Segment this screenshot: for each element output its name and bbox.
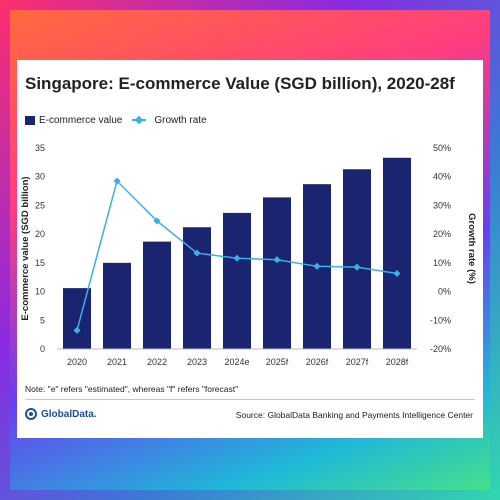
chart-note: Note: "e" refers "estimated", whereas "f… — [25, 384, 239, 394]
y2-tick-label: -10% — [430, 315, 451, 325]
x-tick-label: 2028f — [386, 357, 409, 367]
legend-bar-label: E-commerce value — [39, 114, 123, 126]
growth-rate-point — [393, 269, 401, 278]
bar — [223, 212, 251, 349]
chart-card: Singapore: E-commerce Value (SGD billion… — [17, 60, 483, 438]
x-tick-label: 2021 — [107, 357, 127, 367]
growth-rate-point — [233, 254, 241, 262]
growth-rate-point — [113, 177, 121, 185]
footer-divider — [25, 399, 475, 400]
y-tick-label: 5 — [40, 315, 45, 325]
bar — [343, 169, 371, 349]
growth-rate-point — [273, 256, 281, 264]
globaldata-logo: GlobalData. — [25, 408, 97, 420]
logo-text: GlobalData. — [41, 408, 97, 420]
x-tick-label: 2020 — [67, 357, 87, 367]
y-tick-label: 20 — [35, 229, 45, 239]
legend-line-swatch — [132, 119, 147, 121]
y2-tick-label: 30% — [433, 200, 451, 210]
growth-rate-point — [73, 326, 81, 334]
y-tick-label: 10 — [35, 287, 45, 297]
combo-chart: 0 5 10 15 20 25 30 35 -20% -10% 0% 10% 20% 30% 40% 50% E… — [20, 143, 477, 367]
growth-rate-point — [313, 262, 321, 270]
y2-tick-label: -20% — [430, 344, 451, 354]
bar — [63, 288, 91, 349]
x-tick-label: 2024e — [224, 357, 249, 367]
y2-tick-label: 50% — [433, 143, 451, 153]
y2-tick-label: 40% — [433, 172, 451, 182]
y-tick-label: 15 — [35, 258, 45, 268]
legend-bar-swatch — [25, 115, 35, 125]
y-tick-label: 25 — [35, 200, 45, 210]
x-tick-label: 2023 — [187, 357, 207, 367]
bar — [263, 197, 291, 349]
bar — [383, 157, 411, 349]
growth-rate-point — [153, 217, 161, 225]
x-tick-label: 2022 — [147, 357, 167, 367]
bar — [183, 227, 211, 349]
y-tick-label: 30 — [35, 172, 45, 182]
y2-axis-label: Growth rate (%) — [466, 213, 477, 284]
x-tick-label: 2026f — [306, 357, 329, 367]
chart-legend: E-commerce value Growth rate — [25, 113, 207, 127]
y-axis-label: E-commerce value (SGD billion) — [20, 176, 31, 320]
growth-rate-point — [353, 263, 361, 271]
bar — [143, 241, 171, 349]
y2-tick-label: 10% — [433, 258, 451, 268]
bar — [103, 262, 131, 349]
y-tick-label: 0 — [40, 344, 45, 354]
globaldata-logo-icon — [25, 408, 37, 420]
y-tick-label: 35 — [35, 143, 45, 153]
x-tick-label: 2027f — [346, 357, 369, 367]
source-note: Source: GlobalData Banking and Payments … — [235, 410, 473, 420]
legend-line-label: Growth rate — [154, 114, 207, 126]
chart-title: Singapore: E-commerce Value (SGD billion… — [25, 74, 455, 93]
x-tick-label: 2025f — [266, 357, 289, 367]
growth-rate-point — [193, 249, 201, 257]
y2-tick-label: 0% — [438, 287, 451, 297]
y2-tick-label: 20% — [433, 229, 451, 239]
